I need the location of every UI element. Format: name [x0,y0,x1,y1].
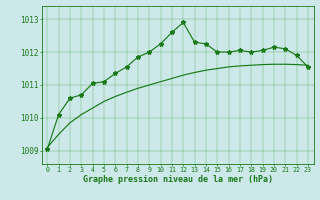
X-axis label: Graphe pression niveau de la mer (hPa): Graphe pression niveau de la mer (hPa) [83,175,273,184]
